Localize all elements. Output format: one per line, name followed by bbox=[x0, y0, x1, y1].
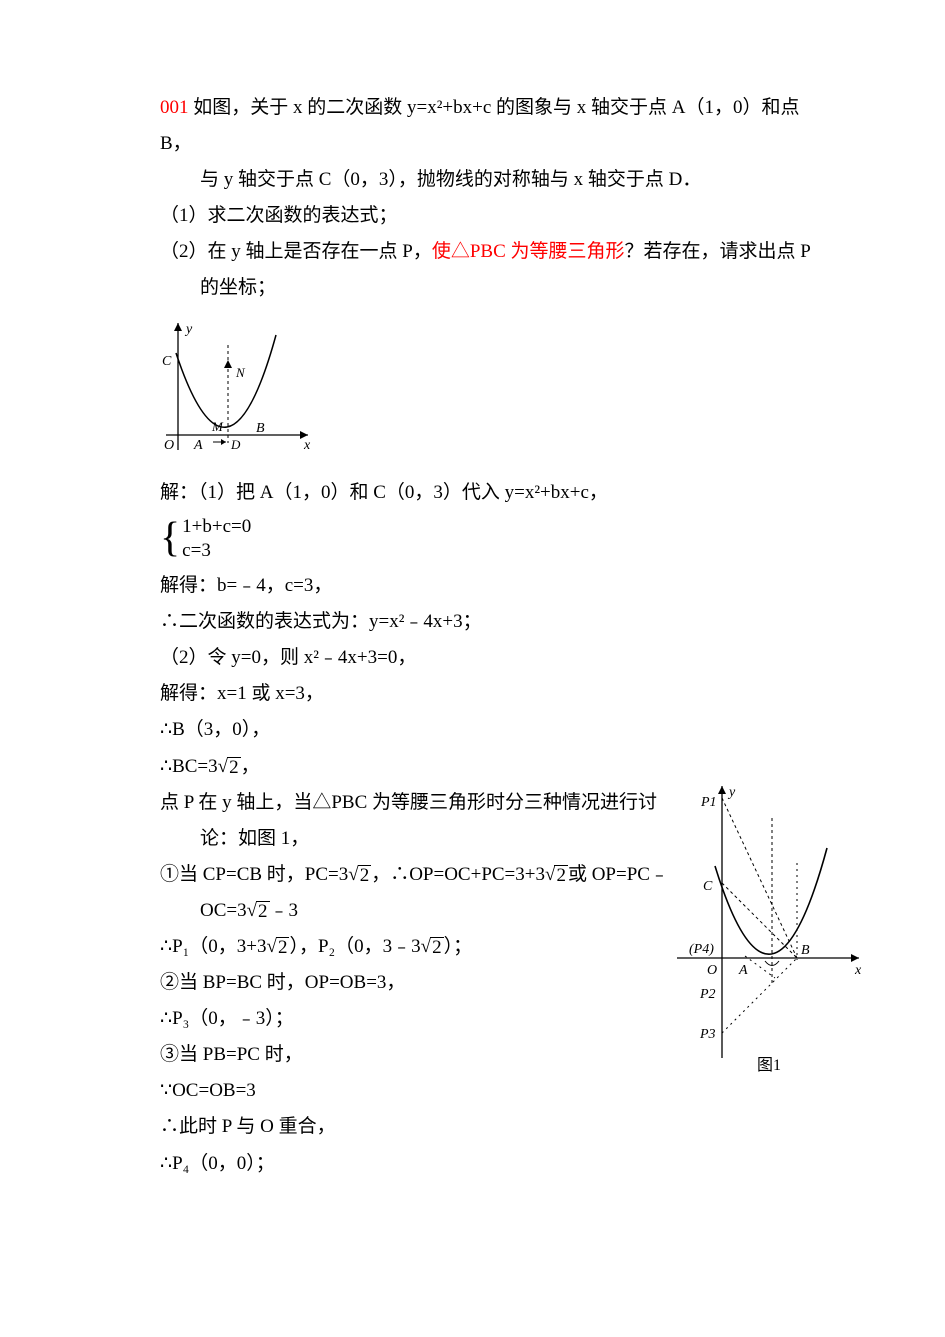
fig1-label-O: O bbox=[164, 438, 174, 453]
problem-line-1: 001 如图，关于 x 的二次函数 y=x²+bx+c 的图象与 x 轴交于点 … bbox=[160, 90, 830, 162]
fig1-label-y: y bbox=[184, 322, 193, 337]
sys-row-2: c=3 bbox=[182, 539, 251, 564]
problem-q2: （2）在 y 轴上是否存在一点 P，使△PBC 为等腰三角形？若存在，请求出点 … bbox=[160, 234, 830, 270]
sqrt-icon: √2 bbox=[267, 937, 290, 957]
c1a: ①当 CP=CB 时，PC=3 bbox=[160, 864, 348, 885]
sqrt-icon: √2 bbox=[348, 865, 371, 885]
figure-1: y x O C A B M D N bbox=[158, 315, 830, 465]
fig2-label-y: y bbox=[727, 785, 736, 800]
sol-s1: 解：（1）把 A（1，0）和 C（0，3）代入 y=x²+bx+c， bbox=[160, 475, 830, 511]
fig1-label-D: D bbox=[230, 437, 241, 452]
problem-text-1a: 如图，关于 x 的二次函数 y=x²+bx+c 的图象与 x 轴交于点 A（1，… bbox=[160, 97, 800, 154]
sol-s5: 解得：x=1 或 x=3， bbox=[160, 676, 830, 712]
p1c: ）； bbox=[444, 936, 473, 957]
fig1-label-x: x bbox=[303, 438, 311, 453]
c1e: ﹣3 bbox=[270, 900, 299, 921]
c1c: 或 OP=PC﹣ bbox=[568, 864, 669, 885]
left-brace-icon: { bbox=[160, 520, 180, 558]
fig2-label-P3: P3 bbox=[699, 1027, 716, 1042]
fig2-label-C: C bbox=[703, 879, 713, 894]
problem-q2a: （2）在 y 轴上是否存在一点 P， bbox=[160, 241, 432, 262]
fig1-label-B: B bbox=[256, 421, 265, 436]
sqrt-icon: √2 bbox=[545, 865, 568, 885]
problem-q1: （1）求二次函数的表达式； bbox=[160, 198, 830, 234]
fig2-label-P1: P1 bbox=[700, 795, 717, 810]
sol-s6: ∴B（3，0）， bbox=[160, 712, 830, 748]
sol-s4: （2）令 y=0，则 x²﹣4x+3=0， bbox=[160, 640, 830, 676]
sol-s2: 解得：b=﹣4，c=3， bbox=[160, 568, 830, 604]
case3b: ∵OC=OB=3 bbox=[160, 1073, 830, 1109]
problem-number: 001 bbox=[160, 97, 189, 118]
figure-2: y P1 C (P4) O A B x P2 P3 图1 bbox=[667, 778, 867, 1078]
problem-q2c: 的坐标； bbox=[160, 270, 830, 306]
fig2-label-x: x bbox=[854, 963, 862, 978]
p1b: ），P₂（0，3﹣3 bbox=[289, 936, 420, 957]
sqrt-icon: √2 bbox=[421, 937, 444, 957]
problem-line-1b: 与 y 轴交于点 C（0，3），抛物线的对称轴与 x 轴交于点 D． bbox=[160, 162, 830, 198]
figure-2-svg: y P1 C (P4) O A B x P2 P3 图1 bbox=[667, 778, 867, 1078]
fig2-label-O: O bbox=[707, 963, 717, 978]
fig1-label-M: M bbox=[211, 419, 224, 434]
p1a: ∴P₁（0，3+3 bbox=[160, 936, 267, 957]
problem-q2b: ？若存在，请求出点 P bbox=[625, 241, 811, 262]
fig2-label-P2: P2 bbox=[699, 987, 716, 1002]
fig2-label-B: B bbox=[801, 943, 810, 958]
sqrt-icon: √2 bbox=[247, 901, 270, 921]
case3c: ∴此时 P 与 O 重合， bbox=[160, 1109, 830, 1145]
fig1-label-A: A bbox=[193, 438, 203, 453]
figure-1-svg: y x O C A B M D N bbox=[158, 315, 318, 465]
fig2-label-A: A bbox=[738, 963, 748, 978]
p4-line: ∴P₄（0，0）； bbox=[160, 1146, 830, 1182]
fig1-label-N: N bbox=[235, 365, 246, 380]
fig1-label-C: C bbox=[162, 354, 172, 369]
problem-q2-red: 使△PBC 为等腰三角形 bbox=[432, 241, 625, 262]
c1b: ，∴OP=OC+PC=3+3 bbox=[371, 864, 545, 885]
sol-s7a: ∴BC=3 bbox=[160, 756, 218, 777]
equation-system: { 1+b+c=0 c=3 bbox=[160, 515, 830, 564]
sys-row-1: 1+b+c=0 bbox=[182, 515, 251, 540]
sol-s3: ∴二次函数的表达式为：y=x²﹣4x+3； bbox=[160, 604, 830, 640]
fig2-label-P4: (P4) bbox=[689, 942, 714, 957]
sol-s7b: ， bbox=[241, 756, 260, 777]
c1d: OC=3 bbox=[200, 900, 247, 921]
fig2-caption: 图1 bbox=[757, 1057, 781, 1074]
sqrt-icon: √2 bbox=[218, 757, 241, 777]
